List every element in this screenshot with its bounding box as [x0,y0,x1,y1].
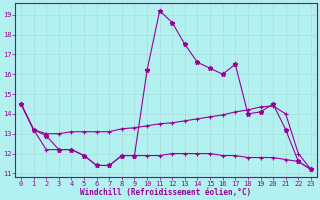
X-axis label: Windchill (Refroidissement éolien,°C): Windchill (Refroidissement éolien,°C) [80,188,252,197]
